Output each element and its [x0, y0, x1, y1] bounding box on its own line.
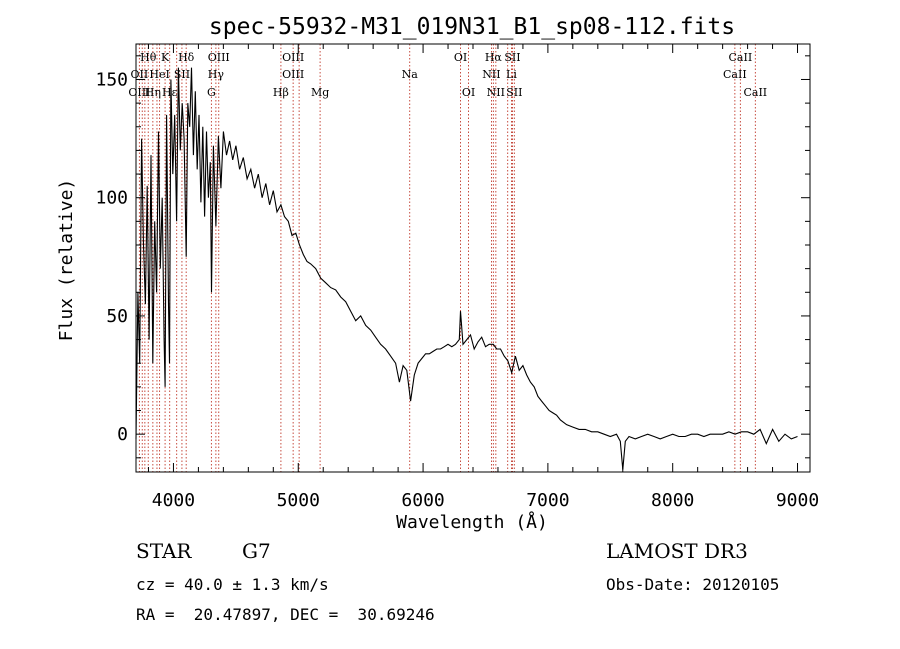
marker-label: OIII	[208, 51, 230, 64]
marker-label: Hγ	[208, 68, 225, 81]
marker-label: Hβ	[273, 86, 289, 99]
y-axis-label: Flux (relative)	[56, 179, 77, 342]
x-tick-label: 4000	[152, 490, 195, 511]
marker-label: NII	[487, 86, 505, 99]
x-tick-label: 6000	[401, 490, 444, 511]
marker-lines	[138, 44, 756, 472]
chart-title: spec-55932-M31_019N31_B1_sp08-112.fits	[209, 14, 735, 40]
marker-label: OI	[454, 51, 467, 64]
y-tick-label: 0	[117, 424, 128, 445]
coordinates-text: RA = 20.47897, DEC = 30.69246	[136, 605, 435, 624]
x-tick-label: 9000	[776, 490, 819, 511]
y-tick-label: 50	[106, 306, 128, 327]
x-axis-ticks: 4000 5000 6000 7000 8000 9000	[147, 44, 819, 511]
marker-label: CaII	[729, 51, 753, 64]
marker-label: SII	[174, 68, 190, 81]
y-axis-ticks: 0 50 100 150	[95, 55, 810, 459]
y-tick-label: 100	[95, 188, 128, 209]
marker-label: OIII	[282, 68, 304, 81]
marker-label: Li	[506, 68, 517, 81]
marker-label: K	[161, 51, 170, 64]
x-tick-label: 5000	[277, 490, 320, 511]
marker-label: OIII	[282, 51, 304, 64]
marker-label: CaII	[723, 68, 747, 81]
marker-label: OI	[462, 86, 475, 99]
marker-label: SII	[504, 51, 520, 64]
x-tick-label: 7000	[526, 490, 569, 511]
marker-label: Mg	[311, 86, 329, 99]
marker-label: CaII	[743, 86, 767, 99]
marker-label: OIII	[128, 86, 150, 99]
redshift-text: cz = 40.0 ± 1.3 km/s	[136, 575, 329, 594]
object-class: STAR	[136, 539, 192, 563]
marker-label: Na	[402, 68, 419, 81]
marker-label: Hα	[485, 51, 503, 64]
marker-label: HeI	[149, 68, 169, 81]
x-tick-label: 8000	[651, 490, 694, 511]
marker-label: NII	[482, 68, 500, 81]
x-axis-label: Wavelength (Å)	[396, 511, 548, 533]
obs-date: Obs-Date: 20120105	[606, 575, 779, 594]
survey-name: LAMOST DR3	[606, 539, 748, 563]
marker-label: Hε	[162, 86, 178, 99]
marker-label: Hθ	[140, 51, 157, 64]
plot-frame	[135, 43, 811, 473]
marker-label: SII	[506, 86, 522, 99]
y-tick-label: 150	[95, 69, 128, 90]
marker-label: Hη	[145, 86, 161, 99]
marker-label: G	[207, 86, 216, 99]
marker-label: OII	[131, 68, 149, 81]
object-subclass: G7	[242, 539, 271, 563]
spectrum-series-line	[135, 67, 798, 470]
marker-label: Hδ	[178, 51, 195, 64]
